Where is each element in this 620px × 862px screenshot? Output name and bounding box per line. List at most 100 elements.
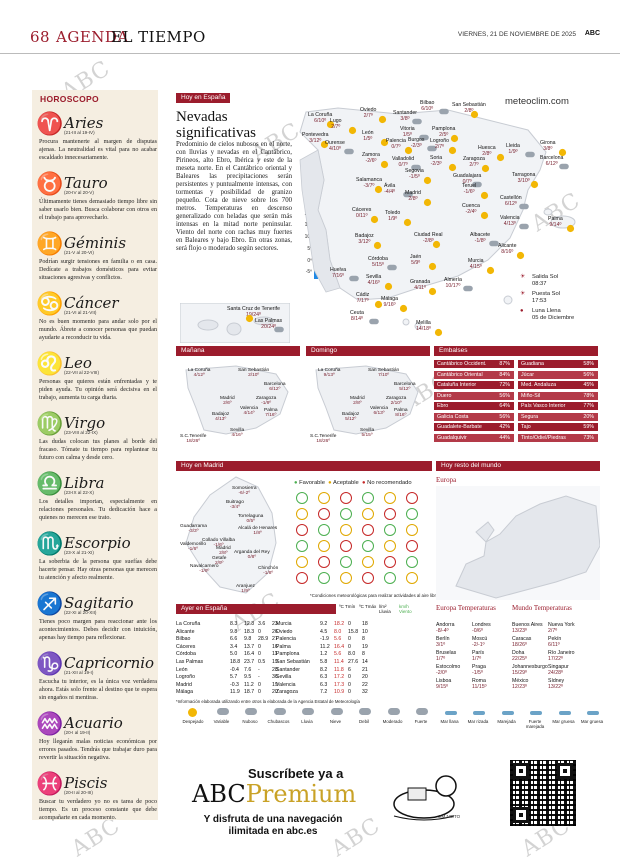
- city-name: Zaragoza: [463, 156, 485, 162]
- horoscope-sign: ♓ Piscis (20-II al 20-III) Buscar tu verdad…: [36, 774, 158, 832]
- yesterday-city: Madrid: [176, 681, 192, 688]
- madrid-city: Aranjuez 1/9º: [236, 584, 255, 594]
- activity-icon: [362, 572, 374, 584]
- cloud-icon: [559, 163, 569, 170]
- madrid-city: Valdemorillo -1/6º: [180, 542, 207, 552]
- city-forecast: Madrid 2/8º: [405, 190, 421, 202]
- city-temp: -1/5º: [408, 174, 420, 180]
- world-city: Praga -1/5º: [472, 664, 486, 676]
- activity-icon: [318, 556, 330, 568]
- tag-hoy-espana: Hoy en España: [176, 93, 231, 103]
- forecast-city: S.C.Tenerife 18/26º: [310, 434, 337, 444]
- activity-note: *Condiciones meteorológicas para realiza…: [310, 593, 439, 598]
- sun-icon: [486, 266, 495, 275]
- reservoir-name: Guadiana: [521, 361, 544, 367]
- activity-icon: [318, 540, 330, 552]
- sign-name: Capricornio: [64, 654, 155, 672]
- city-name: Pontevedra: [302, 132, 329, 138]
- city-forecast: Huesca 2/8º: [478, 145, 496, 157]
- activity-icon: [362, 524, 374, 536]
- city-forecast: Valladolid 0/7º: [392, 156, 414, 168]
- world-city: Doha 22/25º: [512, 650, 527, 662]
- sign-name: Tauro: [64, 174, 108, 192]
- tag-ayer-espana: Ayer en España: [176, 604, 336, 614]
- sign-text: Tienes poco margen para reaccionar ante …: [39, 619, 157, 641]
- page-number: 68: [30, 28, 51, 46]
- zodiac-icon: ♑: [36, 652, 64, 677]
- city-temp: -2/4º: [465, 209, 477, 215]
- yesterday-value: 9.8: [230, 628, 238, 635]
- horoscope-sign: ♏ Escorpio (23-X al 21-XI) La soberbia de l…: [36, 534, 158, 592]
- city-forecast: Burgos -2/3º: [408, 137, 424, 149]
- sign-dates: (21-VI al 21-VII): [64, 310, 97, 315]
- city-name: Almería: [444, 277, 462, 283]
- horoscope-sign: ♑ Capricornio (21-XII al 19-I) Escucha tu i…: [36, 654, 158, 712]
- sun-icon: [481, 164, 490, 173]
- yesterday-value: 13.7: [244, 643, 255, 650]
- sign-text: Buscar tu verdadero yo no es tarea de po…: [39, 799, 157, 821]
- activity-icon: [340, 540, 352, 552]
- yesterday-value: -: [258, 674, 260, 681]
- icon-label: Marejada: [497, 719, 516, 724]
- sun-icon: [566, 224, 575, 233]
- yesterday-city: Bilbao: [176, 636, 191, 643]
- activity-icon: [406, 492, 418, 504]
- yesterday-city: Palencia: [276, 636, 296, 643]
- city-forecast: Santander 3/8º: [393, 110, 417, 122]
- cloud-icon: [245, 708, 257, 715]
- city-temp: -1/8º: [474, 238, 486, 244]
- activity-icon: [296, 524, 308, 536]
- city-forecast: Huelva 7/16º: [330, 267, 346, 279]
- city-name: Guadalajara: [453, 173, 482, 179]
- city-temp: 4/16º: [367, 280, 380, 286]
- city-forecast: Almería 10/17º: [444, 277, 462, 289]
- yesterday-value: 0: [348, 636, 351, 643]
- activity-icon: [296, 540, 308, 552]
- city-forecast: Pontevedra 3/12º: [302, 132, 329, 144]
- sun-icon: [470, 110, 479, 119]
- reservoir-row: Cantábrico Occident. 87%: [434, 360, 514, 368]
- legend-aceptable: Aceptable: [332, 480, 359, 486]
- city-name: Granada: [410, 279, 431, 285]
- city-temp: 6/10º: [314, 118, 327, 124]
- world-city: Bruselas 1/7º: [436, 650, 457, 662]
- city-temp: 2/7º: [331, 124, 341, 130]
- subscription-ad[interactable]: Suscríbete ya a ABCPremium Y disfruta de…: [188, 760, 600, 840]
- city-forecast: Castellón 6/12º: [500, 195, 522, 207]
- reservoir-value: 64%: [499, 403, 510, 409]
- tag-manana: Mañana: [176, 346, 300, 356]
- cloud-icon: [525, 151, 535, 158]
- city-temp: 19/24º: [246, 312, 261, 318]
- city-temp: -2/8º: [422, 238, 434, 244]
- city-name: La Coruña: [308, 112, 333, 118]
- city-name: Alicante: [498, 243, 517, 249]
- forecast-city: Sevilla 5/15º: [360, 428, 375, 438]
- sign-dates: (22-XI al 20-XII): [64, 610, 97, 615]
- yesterday-city: Cáceres: [176, 643, 196, 650]
- city-forecast: Santa Cruz de Tenerife 19/24º: [227, 306, 280, 318]
- qr-code[interactable]: [510, 760, 576, 826]
- yesterday-value: 5.0: [230, 651, 238, 658]
- subsection-name: EL TIEMPO: [111, 28, 206, 46]
- cloud-icon: [412, 118, 422, 125]
- reservoir-name: Med. Andaluza: [521, 382, 557, 388]
- icon-label: Fuerte marejada: [525, 719, 545, 729]
- site-name: meteoclim.com: [505, 96, 569, 107]
- city-forecast: Jaén 5/9º: [410, 254, 421, 266]
- page-header: 68 AGENDA EL TIEMPO VIERNES, 21 DE NOVIE…: [0, 0, 620, 54]
- section-name: AGENDA: [56, 28, 129, 46]
- city-forecast: Lleida 1/9º: [506, 143, 520, 155]
- cloud-icon: [463, 285, 473, 292]
- yesterday-value: 18.8: [230, 659, 241, 665]
- activity-icon: [340, 556, 352, 568]
- sun-icon: [403, 218, 412, 227]
- city-name: Ciudad Real: [414, 232, 443, 238]
- sun-icon: [448, 163, 457, 172]
- city-name: Murcia: [468, 258, 484, 264]
- yesterday-value: 4.5: [320, 628, 328, 635]
- yesterday-value: 14: [362, 659, 368, 665]
- reservoir-value: 87%: [499, 361, 510, 367]
- reservoir-value: 20%: [583, 413, 594, 420]
- sun-icon: [320, 140, 329, 149]
- reservoir-value: 72%: [499, 382, 510, 388]
